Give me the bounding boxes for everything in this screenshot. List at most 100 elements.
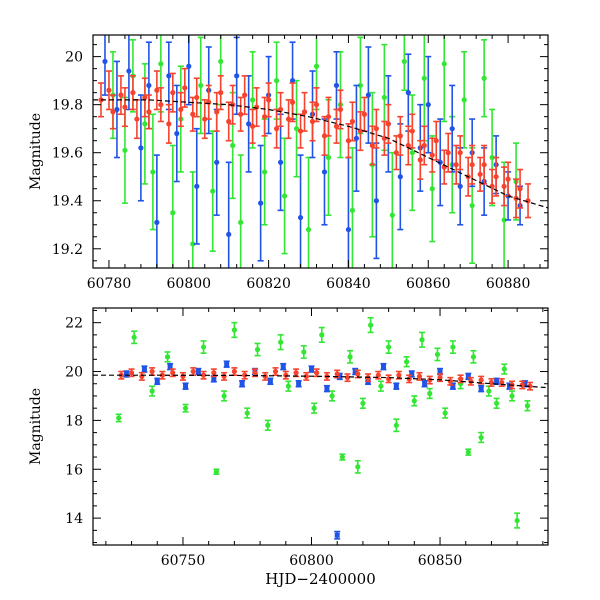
y-tick-label: 14 (65, 511, 83, 527)
data-point (158, 102, 164, 108)
data-point (250, 123, 256, 129)
data-point (524, 403, 531, 409)
x-tick-label: 60780 (87, 276, 132, 292)
data-point (154, 87, 160, 93)
data-point (429, 152, 435, 158)
data-point (369, 142, 375, 149)
data-point (427, 377, 433, 383)
data-point (293, 370, 299, 376)
data-point (409, 150, 415, 156)
data-point (397, 174, 403, 180)
data-point (437, 375, 443, 381)
data-point (262, 114, 268, 120)
data-point (355, 464, 361, 470)
data-point (347, 354, 353, 360)
data-point (393, 383, 399, 389)
data-point (180, 373, 186, 380)
data-point (238, 111, 244, 117)
data-point (230, 142, 236, 149)
data-point (297, 214, 304, 221)
data-point (289, 99, 296, 105)
plot-frame (92, 307, 549, 546)
data-point (457, 376, 464, 382)
data-point (154, 219, 160, 225)
data-point (164, 354, 171, 360)
data-point (218, 90, 224, 96)
data-point (285, 383, 291, 389)
data-point (131, 334, 137, 340)
data-point (353, 135, 360, 141)
data-point (465, 373, 471, 379)
plot-frame (92, 34, 549, 269)
bottom-panel: 60750 60800 60850 14 16 18 20 22 Magnitude HJD−24… (28, 307, 549, 588)
data-point (166, 121, 172, 127)
data-point (134, 116, 140, 122)
data-point (393, 422, 399, 428)
y-tick-label: 18 (65, 413, 83, 429)
data-point (301, 349, 307, 355)
data-point (409, 371, 415, 377)
data-point (130, 90, 136, 96)
data-point (231, 368, 237, 375)
y-tick-label: 20 (65, 50, 83, 66)
data-point (202, 116, 208, 122)
data-point (517, 186, 523, 192)
data-point (246, 121, 252, 127)
y-tick-label: 16 (65, 462, 83, 478)
data-point (234, 73, 240, 79)
data-point (262, 169, 268, 175)
data-point (297, 128, 304, 134)
data-point (344, 375, 351, 381)
data-point (122, 147, 128, 153)
data-point (401, 58, 407, 65)
y-tick-label: 19.4 (52, 194, 83, 210)
data-point (333, 123, 340, 129)
data-point (126, 68, 132, 74)
data-point (190, 241, 196, 247)
data-point (481, 75, 487, 81)
data-point (441, 61, 447, 67)
data-point (170, 370, 176, 376)
data-point (311, 405, 317, 411)
data-point (522, 381, 528, 387)
data-point (106, 87, 112, 93)
data-point (421, 75, 427, 81)
data-point (442, 410, 448, 416)
data-point (238, 219, 244, 225)
data-point (293, 126, 300, 132)
data-point (210, 188, 216, 194)
data-point (445, 150, 451, 156)
series-2 (97, 67, 532, 219)
data-point (368, 322, 374, 328)
data-point (242, 92, 248, 98)
data-point (468, 378, 474, 384)
data-point (183, 383, 189, 389)
data-point (453, 162, 459, 168)
data-point (313, 63, 320, 69)
data-point (254, 346, 261, 353)
data-point (254, 104, 260, 110)
x-tick-label: 60800 (167, 276, 212, 292)
data-point (102, 58, 108, 65)
data-point (170, 210, 176, 216)
y-tick-label: 20 (65, 365, 83, 381)
data-point (325, 154, 332, 161)
series-0 (109, 35, 520, 268)
data-point (118, 92, 124, 98)
data-point (501, 183, 507, 189)
data-point (361, 111, 368, 117)
data-point (461, 97, 467, 103)
data-point (447, 378, 453, 384)
data-point (357, 82, 364, 89)
data-point (380, 364, 386, 370)
data-point (150, 169, 156, 175)
data-point (421, 142, 427, 149)
data-point (250, 97, 256, 103)
data-point (244, 410, 250, 416)
data-point (139, 373, 145, 380)
data-point (450, 344, 456, 350)
data-point (281, 193, 288, 199)
y-tick-label: 19.8 (52, 98, 83, 114)
data-point (309, 118, 316, 125)
